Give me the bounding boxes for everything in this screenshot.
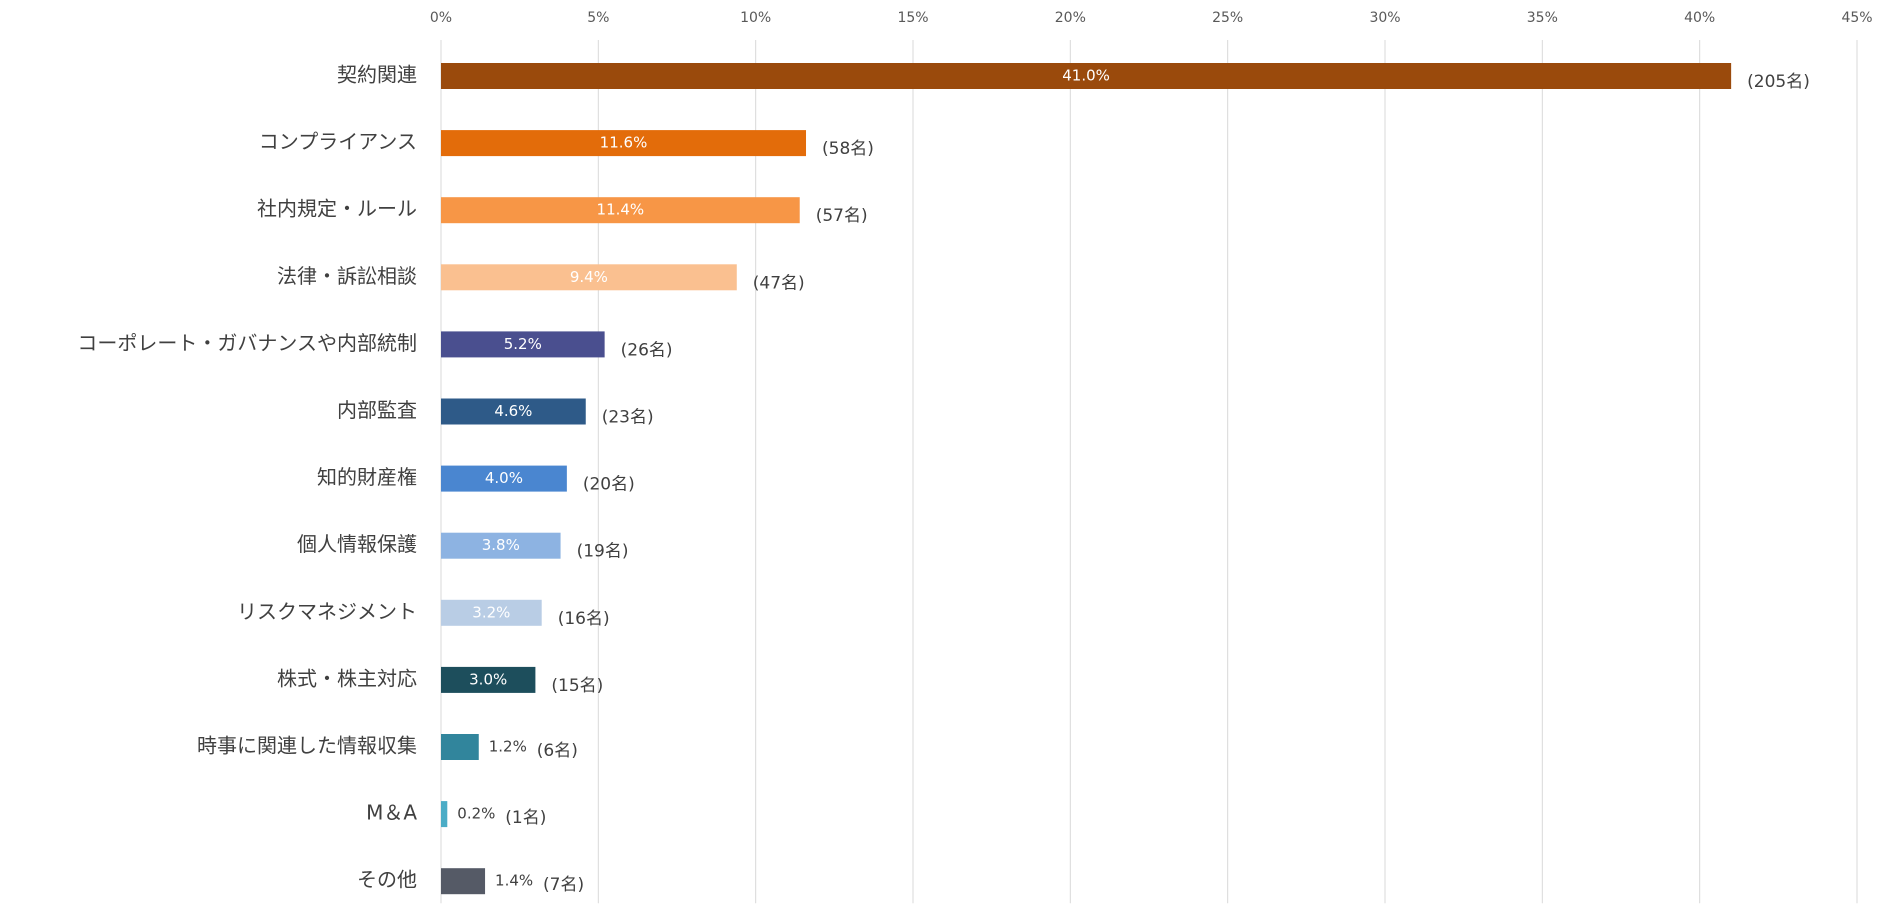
value-label: 4.0% [485, 469, 523, 487]
count-label: (15名) [551, 676, 603, 696]
bar [441, 532, 561, 559]
bar [441, 465, 567, 492]
bar [441, 264, 737, 291]
category-label: M＆A [366, 801, 417, 825]
x-tick-label: 5% [587, 10, 609, 26]
value-label: 4.6% [494, 402, 532, 420]
value-label: 3.2% [472, 603, 510, 621]
count-label: (20名) [583, 475, 635, 495]
value-label: 9.4% [570, 268, 608, 286]
x-tick-label: 40% [1684, 10, 1715, 26]
value-label: 1.4% [495, 872, 533, 890]
x-tick-label: 15% [897, 10, 928, 26]
bar [441, 599, 542, 626]
category-label: 時事に関連した情報収集 [197, 734, 417, 758]
bar [441, 734, 479, 760]
value-label: 5.2% [504, 335, 542, 353]
category-label: 個人情報保護 [297, 532, 417, 556]
x-tick-label: 10% [740, 10, 771, 26]
bar [441, 63, 1732, 89]
category-label: 社内規定・ルール [257, 197, 417, 221]
count-label: (1名) [505, 808, 546, 828]
count-label: (16名) [558, 609, 610, 629]
value-label: 11.6% [600, 134, 648, 152]
category-label: 法律・訴訟相談 [277, 264, 417, 288]
bar [441, 398, 586, 425]
count-label: (23名) [602, 408, 654, 428]
category-label: その他 [357, 868, 417, 892]
value-label: 41.0% [1062, 67, 1110, 85]
count-label: (58名) [822, 139, 874, 159]
bar [441, 130, 807, 157]
value-label: 11.4% [597, 201, 645, 219]
bar [441, 666, 536, 693]
category-label: コンプライアンス [259, 130, 417, 154]
category-label: 株式・株主対応 [277, 666, 417, 690]
value-label: 0.2% [457, 805, 495, 823]
x-tick-label: 45% [1841, 10, 1872, 26]
bar [441, 868, 486, 895]
category-label: リスクマネジメント [237, 599, 417, 623]
bar [441, 801, 448, 828]
count-label: (19名) [577, 542, 629, 562]
bar [441, 331, 605, 358]
count-label: (47名) [753, 273, 805, 293]
x-tick-label: 30% [1369, 10, 1400, 26]
count-label: (205名) [1747, 72, 1810, 92]
x-tick-label: 25% [1212, 10, 1243, 26]
x-tick-label: 35% [1527, 10, 1558, 26]
category-label: コーポレート・ガバナンスや内部統制 [77, 331, 417, 355]
category-label: 内部監査 [337, 398, 417, 422]
category-label: 知的財産権 [317, 465, 417, 489]
x-tick-label: 20% [1055, 10, 1086, 26]
category-label: 契約関連 [337, 63, 417, 87]
bar [441, 197, 800, 224]
count-label: (57名) [816, 206, 868, 226]
count-label: (7名) [543, 875, 584, 895]
value-label: 3.8% [482, 536, 520, 554]
count-label: (6名) [537, 741, 578, 761]
value-label: 1.2% [489, 738, 527, 756]
count-label: (26名) [621, 340, 673, 360]
x-tick-label: 0% [430, 10, 452, 26]
value-label: 3.0% [469, 670, 507, 688]
